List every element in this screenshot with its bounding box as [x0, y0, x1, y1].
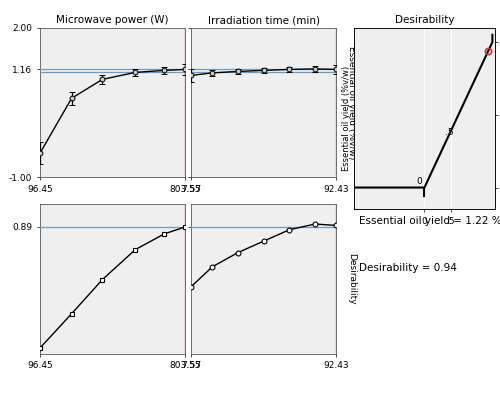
Title: Irradiation time (min): Irradiation time (min)	[208, 15, 320, 25]
Text: .5: .5	[444, 128, 454, 137]
Text: Desirability = 0.94: Desirability = 0.94	[359, 263, 456, 273]
Y-axis label: Essential oil yield (%v/w): Essential oil yield (%v/w)	[342, 66, 351, 171]
Text: Essential oil yield = 1.22 %v/w: Essential oil yield = 1.22 %v/w	[359, 216, 500, 226]
Title: Microwave power (W): Microwave power (W)	[56, 15, 169, 25]
Text: 0: 0	[416, 177, 422, 186]
Title: Desirability: Desirability	[394, 15, 454, 25]
Y-axis label: Essential oil yield (%v/w): Essential oil yield (%v/w)	[348, 46, 356, 159]
Y-axis label: Desirability: Desirability	[348, 253, 356, 305]
